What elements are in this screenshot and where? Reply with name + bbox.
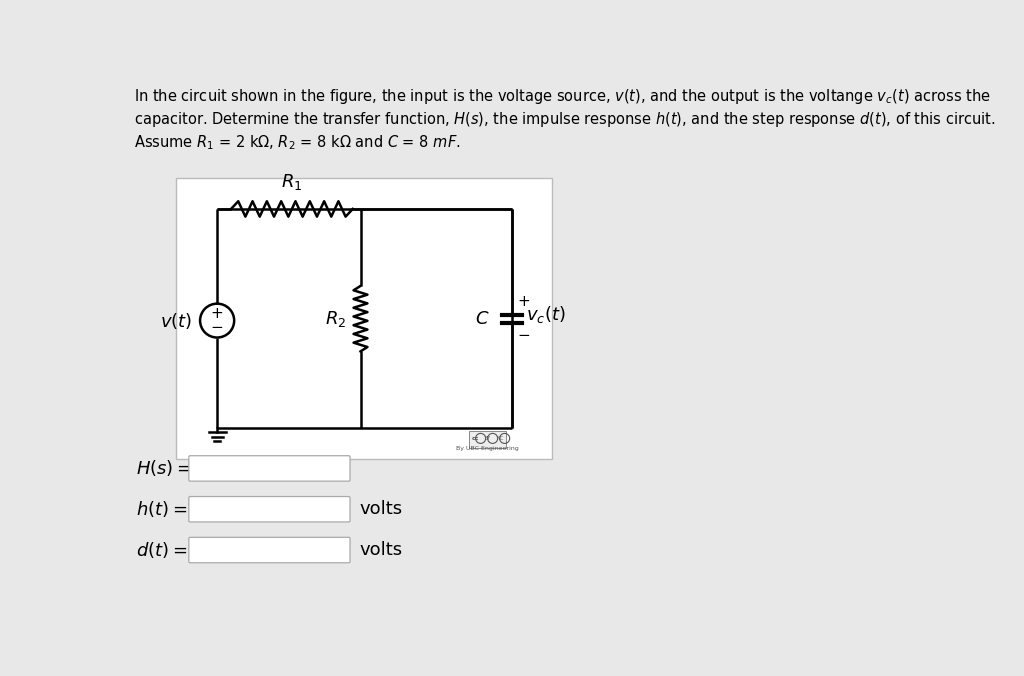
Text: NC: NC [496, 436, 503, 441]
Text: In the circuit shown in the figure, the input is the voltage source, $v(t)$, and: In the circuit shown in the figure, the … [134, 87, 991, 106]
Text: $v(t)$: $v(t)$ [160, 310, 193, 331]
Text: volts: volts [359, 500, 402, 518]
FancyBboxPatch shape [469, 431, 506, 448]
Text: BY: BY [484, 436, 490, 441]
Text: $R_2$: $R_2$ [325, 309, 346, 329]
Text: capacitor. Determine the transfer function, $H(s)$, the impulse response $h(t)$,: capacitor. Determine the transfer functi… [134, 110, 995, 129]
Text: $C$: $C$ [475, 310, 489, 328]
Text: $h(t) =$: $h(t) =$ [136, 500, 187, 519]
FancyBboxPatch shape [188, 537, 350, 562]
FancyBboxPatch shape [176, 178, 552, 459]
Text: By UBC Engineering: By UBC Engineering [457, 446, 519, 451]
Text: Assume $R_1$ = 2 k$\Omega$, $R_2$ = 8 k$\Omega$ and $C$ = 8 $mF$.: Assume $R_1$ = 2 k$\Omega$, $R_2$ = 8 k$… [134, 133, 461, 152]
FancyBboxPatch shape [188, 497, 350, 522]
Text: $H(s) =$: $H(s) =$ [136, 458, 191, 479]
Text: +: + [211, 306, 223, 321]
Text: $v_c(t)$: $v_c(t)$ [525, 304, 565, 325]
Text: volts: volts [359, 541, 402, 559]
Text: −: − [211, 320, 223, 335]
Text: +: + [518, 294, 530, 309]
Text: cc: cc [472, 436, 479, 441]
FancyBboxPatch shape [188, 456, 350, 481]
Text: $R_1$: $R_1$ [282, 172, 303, 192]
Text: $d(t) =$: $d(t) =$ [136, 540, 187, 560]
Text: −: − [518, 328, 530, 343]
